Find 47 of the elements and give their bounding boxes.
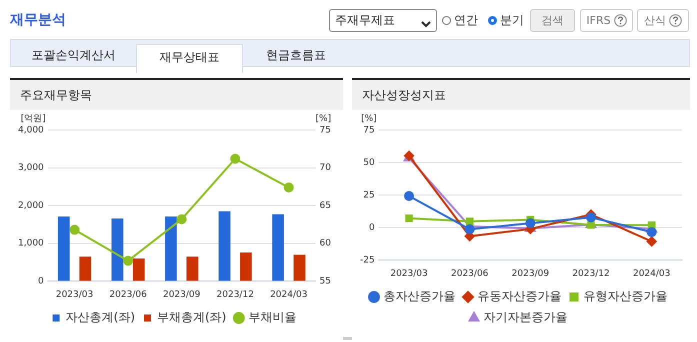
- y2-tick-label: 75: [320, 125, 331, 136]
- x-tick-label: 2023/06: [109, 290, 148, 300]
- text: 포괄손익계산서: [30, 47, 116, 64]
- legend-label: 자기자본증가율: [484, 310, 568, 324]
- y-tick-label: 75: [363, 125, 375, 136]
- text: 재무분석: [10, 11, 66, 29]
- x-tick-label: 2023/12: [572, 268, 610, 279]
- chart-title: 주요재무항목: [10, 80, 343, 110]
- legend-label: 부채총계(좌): [157, 310, 226, 324]
- x-tick-label: 2024/03: [270, 290, 308, 300]
- x-tick-label: 2023/03: [56, 290, 94, 300]
- y-tick-label: 1,000: [18, 238, 44, 249]
- y2-tick-label: 55: [320, 276, 331, 287]
- y-tick-label: 50: [363, 158, 375, 168]
- text: 연간: [454, 12, 478, 29]
- legend-label: 유동자산증가율: [478, 289, 562, 304]
- y-tick-label: 3,000: [18, 163, 44, 174]
- y2-axis-title: [%]: [316, 114, 332, 124]
- y-tick-label: 25: [363, 190, 375, 200]
- y-tick-label: 4,000: [18, 125, 44, 136]
- x-tick-label: 2023/12: [216, 290, 254, 300]
- x-tick-label: 2023/06: [450, 268, 489, 279]
- legend-label: 부채비율: [248, 310, 296, 324]
- y-tick-label: 2,000: [18, 200, 44, 211]
- chart-title: 자산성장성지표: [352, 80, 690, 110]
- text: 산식: [644, 13, 666, 28]
- x-tick-label: 2023/09: [162, 290, 201, 300]
- y-axis-title: [%]: [361, 114, 377, 124]
- text: 검색: [530, 9, 575, 32]
- legend-label: 총자산증가율: [384, 289, 456, 304]
- x-tick-label: 2023/09: [512, 268, 550, 279]
- y2-tick-label: 65: [320, 200, 331, 211]
- y-tick-label: -25: [360, 256, 375, 266]
- x-tick-label: 2023/03: [390, 268, 428, 279]
- legend-label: 유형자산증가율: [584, 289, 668, 304]
- y-axis-title: [억원]: [20, 114, 46, 124]
- x-tick-label: 2024/03: [632, 268, 670, 279]
- text: IFRS: [586, 14, 611, 27]
- text: 분기: [500, 12, 524, 29]
- text: 재무상태표: [136, 44, 243, 73]
- text: 주재무제표: [335, 12, 395, 29]
- y2-tick-label: 60: [320, 238, 332, 249]
- y-tick-label: 0: [368, 222, 375, 233]
- text: 현금흐름표: [265, 47, 327, 64]
- y2-tick-label: 70: [320, 163, 332, 174]
- legend-label: 자산총계(좌): [66, 310, 136, 324]
- y-tick-label: 0: [38, 276, 44, 287]
